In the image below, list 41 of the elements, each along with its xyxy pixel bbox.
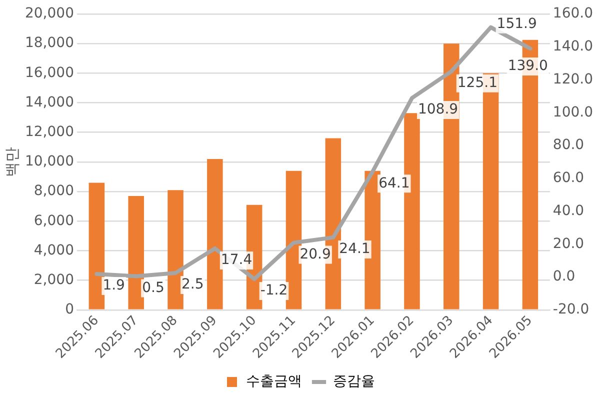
- data-label: -1.2: [260, 282, 288, 299]
- y-tick-label: 8,000: [34, 183, 74, 200]
- data-label: 0.5: [142, 280, 164, 296]
- data-label: 24.1: [339, 241, 370, 258]
- data-label: 2.5: [182, 276, 204, 293]
- data-label: 20.9: [300, 246, 331, 262]
- y2-tick-label: -20.0: [552, 302, 590, 318]
- data-label: 17.4: [220, 252, 252, 268]
- data-label: 125.1: [457, 75, 498, 92]
- bar: [207, 159, 223, 310]
- data-label: 151.9: [496, 16, 537, 32]
- legend-label: 증감율: [333, 374, 375, 390]
- y2-tick-label: 120.0: [552, 71, 594, 88]
- y2-tick-label: 40.0: [552, 202, 584, 219]
- y2-tick-label: 100.0: [552, 104, 594, 120]
- y2-tick-label: 0.0: [552, 268, 576, 285]
- y2-tick-label: 80.0: [552, 137, 584, 154]
- y2-tick-label: 160.0: [552, 6, 594, 22]
- y2-tick-label: 60.0: [552, 170, 584, 186]
- y2-tick-label: 140.0: [552, 38, 594, 55]
- y-tick-label: 0: [65, 302, 74, 318]
- data-label: 108.9: [418, 102, 458, 118]
- y-tick-label: 2,000: [34, 272, 74, 288]
- legend-label: 수출금액: [246, 374, 302, 390]
- y-tick-label: 20,000: [24, 6, 74, 22]
- bar: [88, 182, 105, 310]
- data-label: 139.0: [508, 58, 548, 74]
- data-label: 64.1: [378, 175, 410, 192]
- bar: [128, 196, 144, 310]
- y-tick-label: 10,000: [24, 154, 74, 170]
- data-label: 1.9: [102, 278, 125, 294]
- y-tick-label: 18,000: [24, 35, 74, 52]
- y2-tick-label: 20.0: [552, 236, 584, 252]
- y-axis-title: 백만: [2, 146, 21, 177]
- y-tick-label: 14,000: [24, 94, 74, 110]
- y-tick-label: 6,000: [34, 212, 74, 229]
- bar: [286, 170, 302, 310]
- bar: [168, 190, 184, 310]
- y-tick-label: 4,000: [34, 242, 74, 258]
- y-tick-label: 16,000: [24, 64, 74, 81]
- y-tick-label: 12,000: [24, 124, 74, 140]
